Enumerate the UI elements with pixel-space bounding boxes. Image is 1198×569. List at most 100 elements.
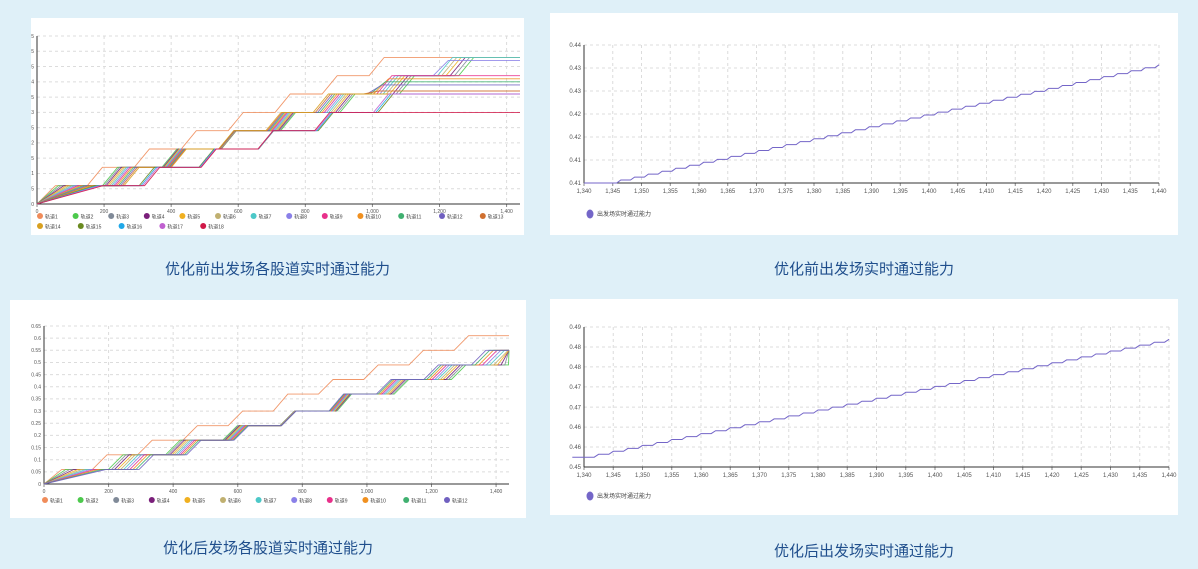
chart-panel-before-total: 0.41 0.41 0.42 0.42 0.43 0.43 0.44 1,340 1,345 1,… [550, 13, 1178, 235]
legend-label: 轨道4 [157, 498, 170, 505]
series-line-12 [43, 349, 509, 485]
x-tick-label: 1,390 [869, 473, 885, 479]
legend-label: 轨道9 [330, 214, 343, 221]
y-tick-label: 0.48 [569, 365, 581, 371]
y-tick-label: 0.55 [31, 348, 41, 354]
y-tick-label: 0.5 [31, 49, 34, 55]
legend-marker [77, 223, 84, 229]
legend-label: 轨道1 [45, 214, 58, 221]
legend-label: 轨道18 [208, 224, 224, 231]
y-tick-label: 0.05 [31, 470, 41, 476]
x-tick-label: 400 [169, 489, 178, 495]
legend-marker [291, 497, 298, 503]
series-line-3 [36, 56, 520, 205]
y-tick-label: 0.2 [34, 433, 41, 439]
y-tick-label: 0.35 [31, 95, 34, 101]
y-tick-label: 0.15 [31, 445, 41, 451]
legend-label: 轨道10 [370, 498, 386, 505]
legend-label: 轨道5 [187, 214, 200, 221]
x-tick-label: 1,385 [835, 189, 851, 195]
x-tick-label: 1,340 [576, 473, 592, 479]
series-line-15 [36, 93, 520, 205]
x-tick-label: 1,370 [752, 473, 768, 479]
x-tick-label: 1,355 [664, 473, 680, 479]
legend-label: 轨道5 [192, 498, 205, 505]
x-tick-label: 1,420 [1036, 189, 1052, 195]
legend-marker [398, 213, 405, 219]
x-tick-label: 1,385 [840, 473, 856, 479]
series-line-total [572, 338, 1170, 458]
legend-label: 轨道11 [411, 498, 426, 505]
x-tick-label: 1,425 [1074, 473, 1090, 479]
y-tick-label: 0.5 [34, 360, 41, 366]
legend-label: 出发场实时通过能力 [597, 210, 651, 218]
y-tick-label: 0 [38, 482, 41, 488]
y-tick-label: 0.48 [569, 345, 581, 351]
y-tick-label: 0.44 [569, 43, 581, 49]
y-tick-label: 0.35 [31, 397, 41, 403]
y-tick-label: 0.41 [569, 158, 581, 164]
y-tick-label: 0.6 [34, 336, 41, 342]
legend-marker [250, 213, 257, 219]
legend-label: 轨道2 [81, 214, 94, 221]
x-tick-label: 1,440 [1151, 189, 1167, 195]
x-tick-label: 1,415 [1015, 473, 1031, 479]
legend-label: 轨道4 [152, 214, 165, 221]
legend-marker [179, 213, 186, 219]
legend-label: 轨道12 [452, 498, 468, 505]
x-tick-label: 1,365 [723, 473, 739, 479]
legend-label: 轨道12 [447, 214, 463, 221]
x-tick-label: 200 [104, 489, 113, 495]
legend-marker [286, 213, 293, 219]
y-tick-label: 0.05 [31, 186, 34, 192]
series-line-18 [36, 111, 520, 205]
series-line-total [584, 64, 1160, 184]
x-tick-label: 1,000 [361, 489, 374, 495]
legend-label: 出发场实时通过能力 [597, 492, 651, 500]
x-tick-label: 1,410 [986, 473, 1002, 479]
y-tick-label: 0.46 [569, 445, 581, 451]
x-tick-label: 1,435 [1123, 189, 1139, 195]
legend-marker [37, 223, 43, 229]
legend-label: 轨道1 [50, 498, 63, 505]
legend-marker [439, 213, 445, 219]
x-tick-label: 1,410 [979, 189, 995, 195]
legend-label: 轨道9 [335, 498, 348, 505]
legend-marker [362, 497, 369, 503]
y-tick-label: 0 [31, 202, 34, 208]
x-tick-label: 1,200 [433, 209, 446, 215]
x-tick-label: 0 [43, 489, 46, 495]
legend-marker [108, 213, 115, 219]
legend-marker [586, 209, 594, 219]
legend-marker [143, 213, 150, 219]
legend-label: 轨道16 [127, 224, 143, 231]
y-tick-label: 0.65 [31, 324, 41, 330]
y-tick-label: 0.4 [31, 80, 34, 86]
chart-panel-after-total: 0.45 0.46 0.46 0.47 0.47 0.48 0.48 0.49 1,340 1,3… [550, 299, 1178, 515]
legend-label: 轨道6 [228, 498, 241, 505]
series-line-5 [36, 56, 520, 205]
legend-marker [118, 223, 125, 229]
x-tick-label: 1,435 [1132, 473, 1148, 479]
series-line-9 [36, 75, 520, 205]
x-tick-label: 600 [234, 489, 243, 495]
legend-label: 轨道14 [45, 224, 61, 231]
x-tick-label: 1,200 [425, 489, 438, 495]
x-tick-label: 1,400 [927, 473, 943, 479]
x-tick-label: 800 [301, 209, 310, 215]
y-tick-label: 0.43 [569, 89, 581, 95]
legend-marker [113, 497, 120, 503]
legend-label: 轨道15 [86, 224, 102, 231]
x-tick-label: 800 [298, 489, 307, 495]
series-line-2 [43, 350, 510, 485]
legend-marker [479, 213, 486, 219]
y-tick-label: 0.42 [569, 135, 581, 141]
y-tick-label: 0.55 [31, 34, 34, 40]
y-tick-label: 0.4 [34, 385, 41, 391]
y-tick-label: 0.41 [569, 181, 581, 187]
x-tick-label: 200 [100, 209, 109, 215]
x-tick-label: 1,395 [898, 473, 914, 479]
x-tick-label: 1,440 [1161, 473, 1177, 479]
x-tick-label: 1,415 [1008, 189, 1024, 195]
legend-marker [586, 491, 594, 501]
